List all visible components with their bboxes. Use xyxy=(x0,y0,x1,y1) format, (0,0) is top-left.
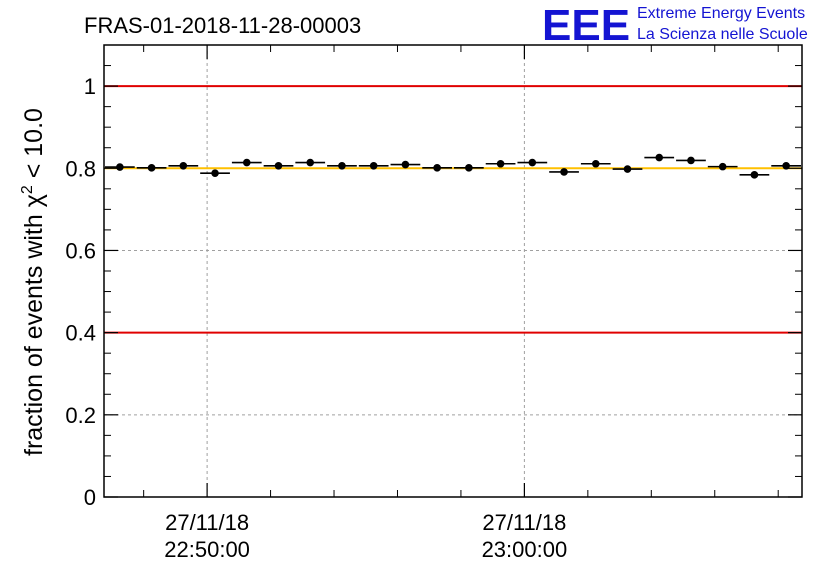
data-point xyxy=(179,162,188,170)
y-axis-label: fraction of events with χ2 < 10.0 xyxy=(19,108,48,456)
x-tick-date: 27/11/18 xyxy=(165,510,249,535)
data-point xyxy=(687,156,695,165)
data-point xyxy=(433,164,441,172)
x-tick-date: 27/11/18 xyxy=(482,510,566,535)
logo-line-1: Extreme Energy Events xyxy=(637,5,805,22)
data-point xyxy=(401,160,410,169)
chart-title: FRAS-01-2018-11-28-00003 xyxy=(84,13,361,38)
y-tick-label: 0.4 xyxy=(65,321,96,346)
plot-frame xyxy=(103,44,803,498)
x-tick-time: 23:00:00 xyxy=(482,537,568,562)
data-point xyxy=(750,171,759,179)
data-point xyxy=(242,158,251,167)
data-point xyxy=(147,164,156,172)
data-point xyxy=(369,162,378,170)
data-point xyxy=(591,159,600,168)
data-point xyxy=(528,158,537,167)
y-tick-label: 0.6 xyxy=(65,238,96,263)
axis-ticks xyxy=(104,45,802,498)
logo-mark: EEE xyxy=(542,1,630,50)
data-point xyxy=(306,158,315,167)
y-tick-label: 0 xyxy=(84,485,96,510)
y-tick-label: 0.8 xyxy=(65,156,96,181)
y-tick-label: 0.2 xyxy=(65,403,96,428)
logo-line-2: La Scienza nelle Scuole xyxy=(637,26,808,43)
eee-logo: EEE Extreme Energy Events La Scienza nel… xyxy=(542,1,808,50)
x-tick-time: 22:50:00 xyxy=(164,537,250,562)
data-point xyxy=(560,168,568,176)
y-tick-label: 1 xyxy=(84,74,96,99)
grid-lines xyxy=(104,45,802,497)
data-point xyxy=(496,159,505,168)
data-point xyxy=(718,162,727,171)
data-point xyxy=(655,153,664,162)
data-point xyxy=(623,165,632,173)
data-point xyxy=(211,169,219,178)
data-point xyxy=(338,162,346,170)
data-points xyxy=(105,153,801,179)
data-point xyxy=(274,162,283,170)
data-point xyxy=(116,163,124,171)
data-point xyxy=(465,164,473,172)
y-tick-labels: 0 0.2 0.4 0.6 0.8 1 xyxy=(65,74,96,510)
reference-lines xyxy=(104,85,802,334)
